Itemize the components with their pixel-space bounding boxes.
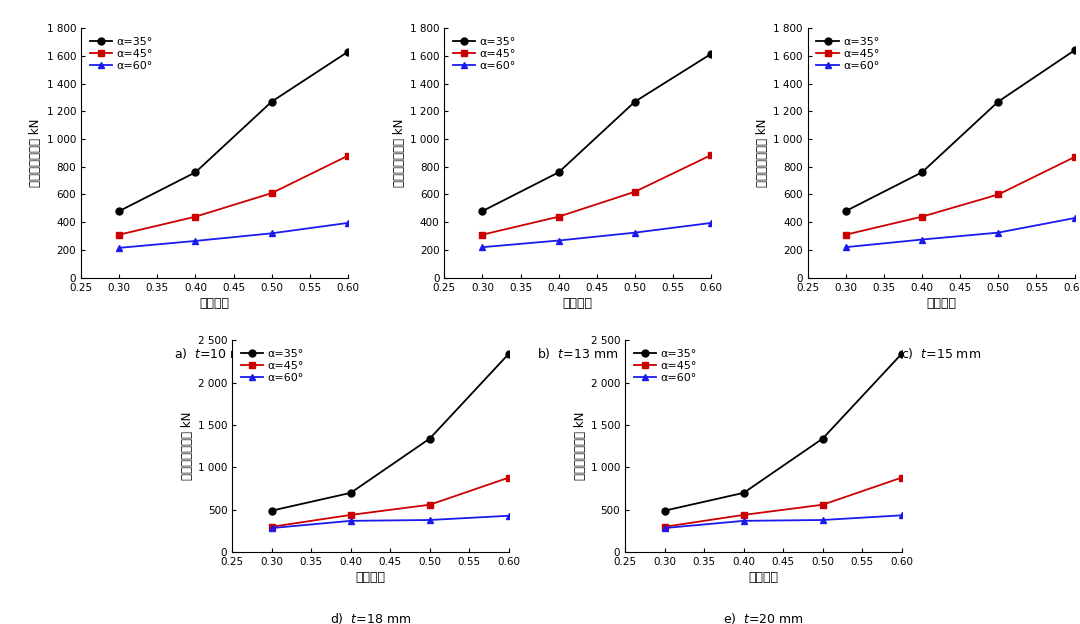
- Line: α=35°: α=35°: [661, 350, 905, 514]
- α=60°: [816, 516, 829, 524]
- α=35°: [916, 168, 929, 176]
- α=60°: [476, 243, 489, 251]
- Line: α=60°: α=60°: [116, 220, 352, 251]
- α=60°: [552, 236, 565, 244]
- α=45°: [895, 474, 908, 481]
- α=45°: [658, 523, 671, 530]
- α=35°: [991, 98, 1004, 105]
- α=60°: [916, 236, 929, 243]
- Legend: α=35°, α=45°, α=60°: α=35°, α=45°, α=60°: [449, 34, 519, 74]
- α=60°: [266, 230, 279, 237]
- α=45°: [916, 213, 929, 220]
- α=60°: [738, 517, 751, 525]
- α=60°: [705, 219, 718, 227]
- Text: a)  $t$=10 mm: a) $t$=10 mm: [174, 346, 255, 361]
- Line: α=60°: α=60°: [661, 512, 905, 532]
- Line: α=35°: α=35°: [478, 51, 715, 215]
- Y-axis label: 初始滑移荷载／ kN: 初始滑移荷载／ kN: [393, 119, 406, 187]
- Y-axis label: 初始滑移荷载／ kN: 初始滑移荷载／ kN: [573, 412, 586, 480]
- X-axis label: 摩擦系数: 摩擦系数: [563, 296, 593, 310]
- α=45°: [839, 231, 852, 238]
- Line: α=35°: α=35°: [842, 47, 1078, 215]
- Y-axis label: 初始滑移荷载／ kN: 初始滑移荷载／ kN: [29, 119, 42, 187]
- α=60°: [502, 512, 515, 520]
- Text: d)  $t$=18 mm: d) $t$=18 mm: [329, 610, 411, 624]
- α=35°: [341, 48, 354, 56]
- α=45°: [266, 189, 279, 197]
- α=45°: [502, 474, 515, 481]
- Line: α=45°: α=45°: [268, 474, 512, 530]
- α=35°: [1068, 47, 1080, 54]
- α=60°: [839, 243, 852, 251]
- Y-axis label: 初始滑移荷载／ kN: 初始滑移荷载／ kN: [756, 119, 769, 187]
- Text: b)  $t$=13 mm: b) $t$=13 mm: [537, 346, 619, 361]
- X-axis label: 摩擦系数: 摩擦系数: [200, 296, 230, 310]
- α=35°: [895, 350, 908, 358]
- Line: α=60°: α=60°: [268, 512, 512, 532]
- α=35°: [658, 507, 671, 514]
- α=60°: [189, 237, 202, 245]
- Legend: α=35°, α=45°, α=60°: α=35°, α=45°, α=60°: [631, 346, 700, 386]
- Line: α=60°: α=60°: [842, 215, 1078, 251]
- α=45°: [189, 213, 202, 220]
- α=60°: [629, 229, 642, 236]
- α=45°: [816, 501, 829, 509]
- α=45°: [991, 191, 1004, 198]
- α=45°: [629, 188, 642, 195]
- α=60°: [423, 516, 436, 524]
- α=35°: [816, 435, 829, 442]
- α=60°: [341, 219, 354, 227]
- α=45°: [266, 523, 279, 530]
- α=45°: [705, 151, 718, 158]
- Line: α=35°: α=35°: [268, 350, 512, 514]
- α=60°: [895, 512, 908, 519]
- α=60°: [658, 524, 671, 532]
- α=35°: [476, 207, 489, 215]
- X-axis label: 摩擦系数: 摩擦系数: [355, 571, 386, 584]
- Line: α=45°: α=45°: [661, 474, 905, 530]
- Line: α=45°: α=45°: [478, 152, 715, 238]
- α=45°: [112, 231, 125, 238]
- Legend: α=35°, α=45°, α=60°: α=35°, α=45°, α=60°: [813, 34, 882, 74]
- α=35°: [552, 168, 565, 176]
- α=45°: [423, 501, 436, 509]
- Legend: α=35°, α=45°, α=60°: α=35°, α=45°, α=60°: [86, 34, 157, 74]
- α=35°: [189, 168, 202, 176]
- α=60°: [345, 517, 357, 525]
- α=35°: [266, 98, 279, 105]
- α=35°: [345, 489, 357, 497]
- α=35°: [705, 50, 718, 57]
- Text: c)  $t$=15 mm: c) $t$=15 mm: [901, 346, 981, 361]
- α=35°: [502, 350, 515, 358]
- α=60°: [266, 524, 279, 532]
- Line: α=60°: α=60°: [478, 220, 715, 251]
- X-axis label: 摩擦系数: 摩擦系数: [748, 571, 779, 584]
- α=60°: [991, 229, 1004, 236]
- α=45°: [476, 231, 489, 238]
- Line: α=45°: α=45°: [842, 154, 1078, 238]
- α=35°: [112, 207, 125, 215]
- Legend: α=35°, α=45°, α=60°: α=35°, α=45°, α=60°: [238, 346, 308, 386]
- X-axis label: 摩擦系数: 摩擦系数: [926, 296, 956, 310]
- Y-axis label: 初始滑移荷载／ kN: 初始滑移荷载／ kN: [180, 412, 193, 480]
- α=60°: [112, 244, 125, 251]
- α=60°: [1068, 214, 1080, 222]
- Text: e)  $t$=20 mm: e) $t$=20 mm: [723, 610, 804, 624]
- Line: α=45°: α=45°: [116, 152, 352, 238]
- α=45°: [1068, 154, 1080, 161]
- α=35°: [738, 489, 751, 497]
- α=35°: [629, 98, 642, 105]
- α=45°: [341, 152, 354, 159]
- α=35°: [839, 207, 852, 215]
- α=45°: [345, 511, 357, 519]
- α=45°: [552, 213, 565, 220]
- α=35°: [423, 435, 436, 442]
- α=35°: [266, 507, 279, 514]
- α=45°: [738, 511, 751, 519]
- Line: α=35°: α=35°: [116, 48, 352, 215]
